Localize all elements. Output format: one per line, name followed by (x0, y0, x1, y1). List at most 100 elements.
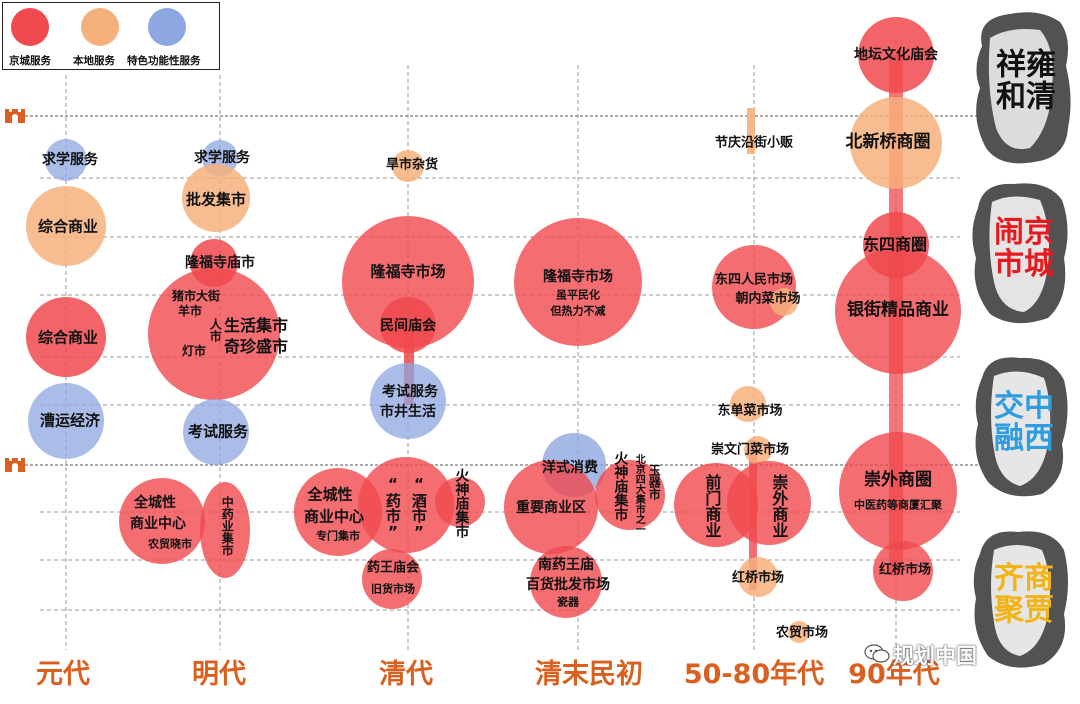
bubble-5080-hongqiao (738, 557, 778, 597)
era-label: 明代 (192, 659, 246, 690)
node-label: 隆福寺市场 (370, 262, 446, 281)
wechat-icon (864, 644, 890, 663)
bubble-mc-longfu (514, 218, 642, 346)
node-label: 商业中心 (303, 507, 365, 526)
bubble-mc-huoshen (595, 460, 665, 530)
node-label: 东四商圈 (862, 234, 928, 254)
bubble-90-chongwai (839, 432, 957, 550)
legend-label-local: 本地服务 (73, 55, 115, 67)
watermark: 规划中国 (893, 644, 977, 668)
theme-text: 中西交融 (988, 389, 1053, 454)
connector-bar-5080 (747, 108, 755, 154)
bubble-qing-yaowang (362, 549, 422, 609)
node-label: 东单菜市场 (717, 403, 783, 419)
node-label: 羊市 (177, 304, 203, 319)
theme-block: 雍清祥和 (970, 8, 1074, 168)
node-label: 重要商业区 (516, 499, 586, 516)
theme-text: 商贾齐聚 (988, 561, 1053, 626)
node-label: 专门集市 (316, 529, 360, 543)
node-label: 百货批发市场 (526, 576, 610, 593)
ink-brush-icon (976, 12, 1071, 164)
bubble-qing-longfu (342, 216, 474, 348)
bubble-qing-minjian (380, 297, 436, 353)
bubble-qing-kaoshi (370, 363, 446, 439)
node-label: 中药业集市 (220, 496, 235, 556)
legend-dot-special (148, 8, 186, 46)
bubble-5080-chongwen (744, 436, 772, 464)
bubble-ming-pifa (182, 164, 250, 232)
ink-brush-icon (973, 531, 1068, 668)
node-label: 南药王庙 (538, 556, 594, 573)
node-label: 全城性 (134, 494, 176, 511)
node-label: 隆福寺庙市 (185, 254, 255, 271)
bubble-ming-big (148, 268, 280, 400)
node-label: 漕运经济 (39, 411, 101, 430)
node-label: 北京四大集市之一 (633, 454, 645, 534)
legend-dot-local (81, 8, 119, 46)
node-label: 朝内菜市场 (735, 291, 801, 307)
era-label: 清末民初 (535, 659, 643, 690)
bubble-90-ditan (858, 17, 934, 93)
node-label: 批发集市 (185, 190, 247, 209)
theme-block: 京城闹市 (968, 178, 1072, 328)
era-label: 清代 (379, 659, 433, 690)
node-label: 市井生活 (380, 403, 436, 420)
node-label: 综合商业 (37, 328, 99, 347)
node-label: 火神庙集市 (453, 468, 470, 538)
node-label: 虽平民化 (556, 288, 600, 302)
node-label: 人市 (208, 318, 223, 342)
bubble-qing-zaoshi (392, 150, 424, 182)
legend-label-capital: 京城服务 (9, 55, 51, 67)
node-label: 考试服务 (187, 422, 249, 441)
node-label: 火神庙集市 (612, 451, 629, 521)
theme-block: 商贾齐聚 (968, 524, 1072, 674)
legend: 京城服务 本地服务 特色功能性服务 (2, 2, 220, 70)
node-label: 综合商业 (37, 217, 99, 236)
bubble-mc-yaowang (530, 546, 602, 618)
node-label: 地坛文化庙会 (854, 46, 938, 63)
bubble-5080-chongwai (727, 461, 811, 545)
node-label: 猪市大街 (171, 289, 221, 304)
bubble-ming-zhongyao (200, 482, 250, 578)
bubble-qing-huoshen (435, 477, 485, 527)
node-label: 药王庙会 (366, 560, 420, 576)
legend-dot-capital (11, 8, 49, 46)
theme-text: 雍清祥和 (990, 48, 1055, 112)
node-label: 红桥市场 (878, 562, 932, 578)
era-label: 50-80年代 (683, 659, 825, 690)
bubble-qing-yaojiu (358, 457, 454, 553)
bubble-yuan-zonghe2 (26, 297, 106, 377)
node-label: “药市” (383, 475, 402, 541)
bubble-yuan-qiuxue (45, 139, 87, 181)
node-label: 红桥市场 (731, 570, 785, 586)
node-label: 节庆沿街小贩 (714, 135, 794, 151)
node-label: 全城性 (307, 485, 353, 504)
bubble-qing-quancheng (294, 468, 382, 556)
node-label: “酒市” (409, 475, 428, 541)
bubble-5080-nongmao (788, 621, 810, 643)
node-label: 崇外商圈 (864, 470, 932, 491)
castle-icon (5, 109, 25, 123)
bubble-ming-longfu (190, 239, 238, 287)
node-label: 生活集市 (223, 315, 289, 335)
node-label: 农贸市场 (775, 625, 829, 641)
legend-label-special: 特色功能性服务 (127, 55, 201, 67)
node-label: 前门商业 (702, 474, 722, 538)
node-label: 但热力不减 (550, 304, 606, 318)
node-label: 崇文门菜市场 (710, 442, 790, 458)
node-label: 旧货市场 (371, 582, 415, 596)
node-label: 瓷器 (557, 595, 579, 609)
castle-icon (5, 458, 25, 472)
bubble-ming-quancheng (119, 478, 205, 564)
node-label: 玉器市 (647, 464, 662, 500)
node-label: 中医药等商厦汇聚 (854, 498, 942, 512)
bubble-5080-chaonei (770, 288, 798, 316)
era-label: 元代 (36, 659, 90, 690)
theme-block: 中西交融 (968, 352, 1072, 502)
era-label: 90年代 (848, 659, 940, 690)
bubble-yuan-caoyun (28, 383, 104, 459)
node-label: 东四人民市场 (714, 272, 794, 288)
bubble-yuan-zonghe1 (26, 186, 106, 266)
